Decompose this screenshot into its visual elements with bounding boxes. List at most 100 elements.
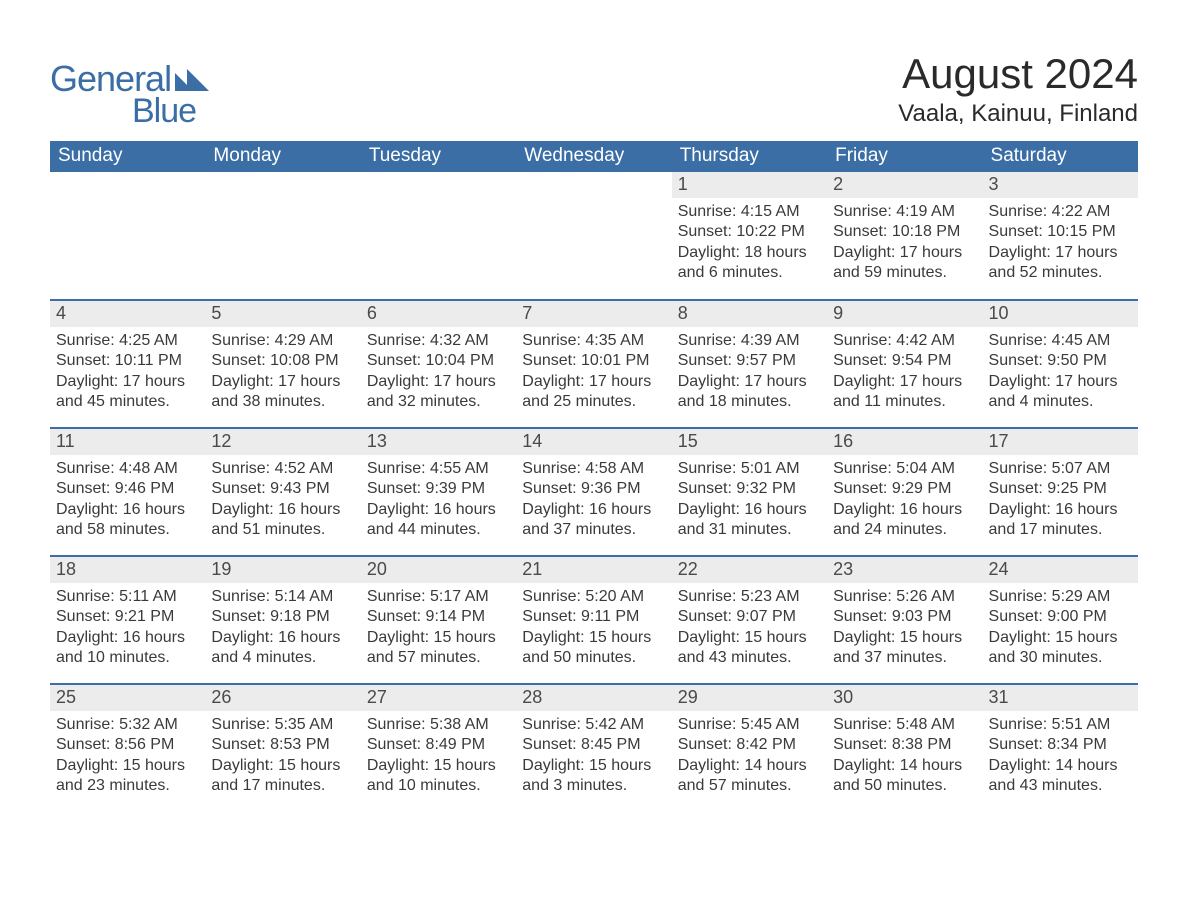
- daylight-text: Daylight: 16 hours and 58 minutes.: [56, 500, 199, 541]
- day-content: Sunrise: 4:32 AMSunset: 10:04 PMDaylight…: [361, 327, 516, 419]
- calendar-cell: 21Sunrise: 5:20 AMSunset: 9:11 PMDayligh…: [516, 556, 671, 684]
- day-content: Sunrise: 5:26 AMSunset: 9:03 PMDaylight:…: [827, 583, 982, 675]
- sunset-text: Sunset: 10:01 PM: [522, 351, 665, 371]
- day-number: 27: [361, 685, 516, 711]
- day-number: 5: [205, 301, 360, 327]
- sunset-text: Sunset: 9:32 PM: [678, 479, 821, 499]
- calendar-cell: 24Sunrise: 5:29 AMSunset: 9:00 PMDayligh…: [983, 556, 1138, 684]
- day-content: Sunrise: 5:01 AMSunset: 9:32 PMDaylight:…: [672, 455, 827, 547]
- calendar-cell: 23Sunrise: 5:26 AMSunset: 9:03 PMDayligh…: [827, 556, 982, 684]
- day-header: Thursday: [672, 141, 827, 172]
- sunrise-text: Sunrise: 4:25 AM: [56, 331, 199, 351]
- sunset-text: Sunset: 10:08 PM: [211, 351, 354, 371]
- day-number: 4: [50, 301, 205, 327]
- daylight-text: Daylight: 16 hours and 10 minutes.: [56, 628, 199, 669]
- sunset-text: Sunset: 10:04 PM: [367, 351, 510, 371]
- location-subtitle: Vaala, Kainuu, Finland: [898, 100, 1138, 128]
- day-content: Sunrise: 4:15 AMSunset: 10:22 PMDaylight…: [672, 198, 827, 290]
- calendar-week-row: 4Sunrise: 4:25 AMSunset: 10:11 PMDayligh…: [50, 300, 1138, 428]
- calendar-cell: .: [361, 172, 516, 300]
- daylight-text: Daylight: 15 hours and 43 minutes.: [678, 628, 821, 669]
- sunrise-text: Sunrise: 5:04 AM: [833, 459, 976, 479]
- day-number: 26: [205, 685, 360, 711]
- sunset-text: Sunset: 8:42 PM: [678, 735, 821, 755]
- day-number: 8: [672, 301, 827, 327]
- calendar-cell: 8Sunrise: 4:39 AMSunset: 9:57 PMDaylight…: [672, 300, 827, 428]
- day-content: Sunrise: 5:51 AMSunset: 8:34 PMDaylight:…: [983, 711, 1138, 803]
- sunset-text: Sunset: 9:39 PM: [367, 479, 510, 499]
- daylight-text: Daylight: 16 hours and 31 minutes.: [678, 500, 821, 541]
- daylight-text: Daylight: 16 hours and 44 minutes.: [367, 500, 510, 541]
- calendar-cell: 29Sunrise: 5:45 AMSunset: 8:42 PMDayligh…: [672, 684, 827, 812]
- calendar-cell: .: [205, 172, 360, 300]
- daylight-text: Daylight: 14 hours and 50 minutes.: [833, 756, 976, 797]
- daylight-text: Daylight: 16 hours and 4 minutes.: [211, 628, 354, 669]
- daylight-text: Daylight: 14 hours and 43 minutes.: [989, 756, 1132, 797]
- sunrise-text: Sunrise: 5:38 AM: [367, 715, 510, 735]
- day-number: 18: [50, 557, 205, 583]
- day-number: 14: [516, 429, 671, 455]
- calendar-cell: 26Sunrise: 5:35 AMSunset: 8:53 PMDayligh…: [205, 684, 360, 812]
- sunrise-text: Sunrise: 5:14 AM: [211, 587, 354, 607]
- day-number: 25: [50, 685, 205, 711]
- day-content: Sunrise: 4:55 AMSunset: 9:39 PMDaylight:…: [361, 455, 516, 547]
- sunset-text: Sunset: 10:11 PM: [56, 351, 199, 371]
- day-number: 10: [983, 301, 1138, 327]
- sunset-text: Sunset: 9:21 PM: [56, 607, 199, 627]
- daylight-text: Daylight: 16 hours and 51 minutes.: [211, 500, 354, 541]
- sunset-text: Sunset: 9:54 PM: [833, 351, 976, 371]
- day-number: 1: [672, 172, 827, 198]
- daylight-text: Daylight: 15 hours and 57 minutes.: [367, 628, 510, 669]
- sunrise-text: Sunrise: 5:51 AM: [989, 715, 1132, 735]
- day-content: Sunrise: 5:07 AMSunset: 9:25 PMDaylight:…: [983, 455, 1138, 547]
- sunset-text: Sunset: 9:18 PM: [211, 607, 354, 627]
- daylight-text: Daylight: 17 hours and 59 minutes.: [833, 243, 976, 284]
- sunrise-text: Sunrise: 4:39 AM: [678, 331, 821, 351]
- day-content: Sunrise: 5:20 AMSunset: 9:11 PMDaylight:…: [516, 583, 671, 675]
- day-number: 17: [983, 429, 1138, 455]
- sunset-text: Sunset: 8:38 PM: [833, 735, 976, 755]
- sunset-text: Sunset: 9:03 PM: [833, 607, 976, 627]
- sunrise-text: Sunrise: 5:23 AM: [678, 587, 821, 607]
- sunrise-text: Sunrise: 4:52 AM: [211, 459, 354, 479]
- day-content: Sunrise: 4:58 AMSunset: 9:36 PMDaylight:…: [516, 455, 671, 547]
- calendar-cell: 11Sunrise: 4:48 AMSunset: 9:46 PMDayligh…: [50, 428, 205, 556]
- daylight-text: Daylight: 15 hours and 17 minutes.: [211, 756, 354, 797]
- sunrise-text: Sunrise: 5:01 AM: [678, 459, 821, 479]
- daylight-text: Daylight: 16 hours and 37 minutes.: [522, 500, 665, 541]
- sunset-text: Sunset: 9:14 PM: [367, 607, 510, 627]
- day-number: 19: [205, 557, 360, 583]
- sunrise-text: Sunrise: 4:32 AM: [367, 331, 510, 351]
- daylight-text: Daylight: 17 hours and 38 minutes.: [211, 372, 354, 413]
- calendar-week-row: 11Sunrise: 4:48 AMSunset: 9:46 PMDayligh…: [50, 428, 1138, 556]
- day-number: 11: [50, 429, 205, 455]
- sunset-text: Sunset: 9:11 PM: [522, 607, 665, 627]
- sunset-text: Sunset: 9:43 PM: [211, 479, 354, 499]
- day-content: Sunrise: 5:23 AMSunset: 9:07 PMDaylight:…: [672, 583, 827, 675]
- sunrise-text: Sunrise: 4:58 AM: [522, 459, 665, 479]
- day-header: Friday: [827, 141, 982, 172]
- calendar-cell: 1Sunrise: 4:15 AMSunset: 10:22 PMDayligh…: [672, 172, 827, 300]
- day-header: Monday: [205, 141, 360, 172]
- day-number: 22: [672, 557, 827, 583]
- day-number: 13: [361, 429, 516, 455]
- sunrise-text: Sunrise: 5:11 AM: [56, 587, 199, 607]
- day-number: 2: [827, 172, 982, 198]
- calendar-cell: 2Sunrise: 4:19 AMSunset: 10:18 PMDayligh…: [827, 172, 982, 300]
- calendar-cell: 10Sunrise: 4:45 AMSunset: 9:50 PMDayligh…: [983, 300, 1138, 428]
- calendar-cell: .: [516, 172, 671, 300]
- day-number: 3: [983, 172, 1138, 198]
- sunrise-text: Sunrise: 5:20 AM: [522, 587, 665, 607]
- sunset-text: Sunset: 9:07 PM: [678, 607, 821, 627]
- day-content: Sunrise: 5:32 AMSunset: 8:56 PMDaylight:…: [50, 711, 205, 803]
- sunrise-text: Sunrise: 4:42 AM: [833, 331, 976, 351]
- sunset-text: Sunset: 9:57 PM: [678, 351, 821, 371]
- day-content: Sunrise: 4:25 AMSunset: 10:11 PMDaylight…: [50, 327, 205, 419]
- logo-triangle-icon: [175, 69, 213, 91]
- calendar-cell: 20Sunrise: 5:17 AMSunset: 9:14 PMDayligh…: [361, 556, 516, 684]
- calendar-cell: 25Sunrise: 5:32 AMSunset: 8:56 PMDayligh…: [50, 684, 205, 812]
- daylight-text: Daylight: 15 hours and 30 minutes.: [989, 628, 1132, 669]
- calendar-week-row: 18Sunrise: 5:11 AMSunset: 9:21 PMDayligh…: [50, 556, 1138, 684]
- sunrise-text: Sunrise: 5:42 AM: [522, 715, 665, 735]
- calendar-cell: 27Sunrise: 5:38 AMSunset: 8:49 PMDayligh…: [361, 684, 516, 812]
